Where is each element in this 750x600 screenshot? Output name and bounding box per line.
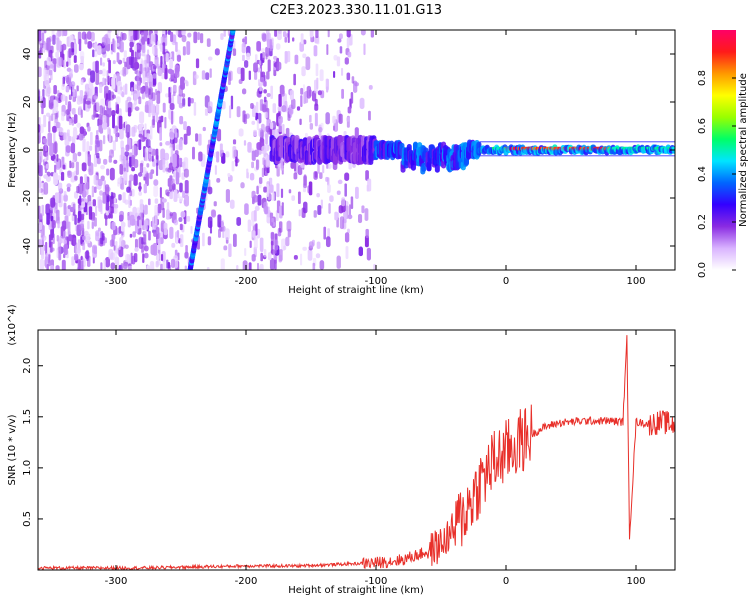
snr-y-axis-label: SNR (10 * v/v) xyxy=(7,414,18,485)
y-tick-label: 40 xyxy=(22,48,33,61)
snr-x-axis-label: Height of straight line (km) xyxy=(288,585,424,596)
colorbar-ticks: 0.0 0.2 0.4 0.6 0.8 xyxy=(697,70,736,278)
spectrogram-y-ticks: -40 -20 0 20 40 xyxy=(22,48,675,254)
colorbar-tick-label: 0.8 xyxy=(697,70,708,86)
x-tick-label: -100 xyxy=(365,576,388,587)
x-tick-label: -300 xyxy=(105,576,128,587)
x-tick-label: -200 xyxy=(235,276,258,287)
x-tick-label: 0 xyxy=(503,276,509,287)
y-tick-label: 1.5 xyxy=(22,409,33,425)
snr-panel: -300 -200 -100 0 100 0.5 1.0 1.5 2.0 Height of … xyxy=(7,304,676,596)
colorbar-tick-label: 0.4 xyxy=(697,166,708,182)
colorbar-tick-label: 0.2 xyxy=(697,214,708,230)
y-tick-label: 0 xyxy=(22,147,33,153)
colorbar-label: Normalized spectral amplitude xyxy=(738,73,749,227)
x-tick-label: -200 xyxy=(235,576,258,587)
x-tick-label: -100 xyxy=(365,276,388,287)
x-tick-label: 100 xyxy=(626,576,645,587)
spectrogram-x-ticks: -300 -200 -100 0 100 xyxy=(105,30,646,287)
y-tick-label: -20 xyxy=(22,190,33,206)
colorbar-gradient xyxy=(712,30,736,270)
y-tick-label: -40 xyxy=(22,238,33,254)
colorbar-tick-label: 0.6 xyxy=(697,118,708,134)
y-tick-label: 0.5 xyxy=(22,511,33,527)
y-tick-label: 2.0 xyxy=(22,358,33,374)
snr-frame xyxy=(37,329,676,571)
spectrogram-x-axis-label: Height of straight line (km) xyxy=(288,285,424,296)
spectrogram-heat-layer xyxy=(38,30,675,270)
figure-title: C2E3.2023.330.11.01.G13 xyxy=(270,3,442,18)
snr-x-ticks: -300 -200 -100 0 100 xyxy=(105,330,646,587)
spectrogram-y-axis-label: Frequency (Hz) xyxy=(7,112,18,188)
snr-series-line xyxy=(38,335,675,570)
x-tick-label: 0 xyxy=(503,576,509,587)
x-tick-label: -300 xyxy=(105,276,128,287)
colorbar-tick-label: 0.0 xyxy=(697,262,708,278)
snr-y-multiplier: (x10^4) xyxy=(7,304,18,345)
colorbar: 0.0 0.2 0.4 0.6 0.8 Normalized spectral ampl… xyxy=(697,30,749,278)
y-tick-label: 1.0 xyxy=(22,460,33,476)
snr-plot-area xyxy=(38,330,675,570)
y-tick-label: 20 xyxy=(22,96,33,109)
snr-y-ticks: 0.5 1.0 1.5 2.0 xyxy=(22,358,675,527)
x-tick-label: 100 xyxy=(626,276,645,287)
